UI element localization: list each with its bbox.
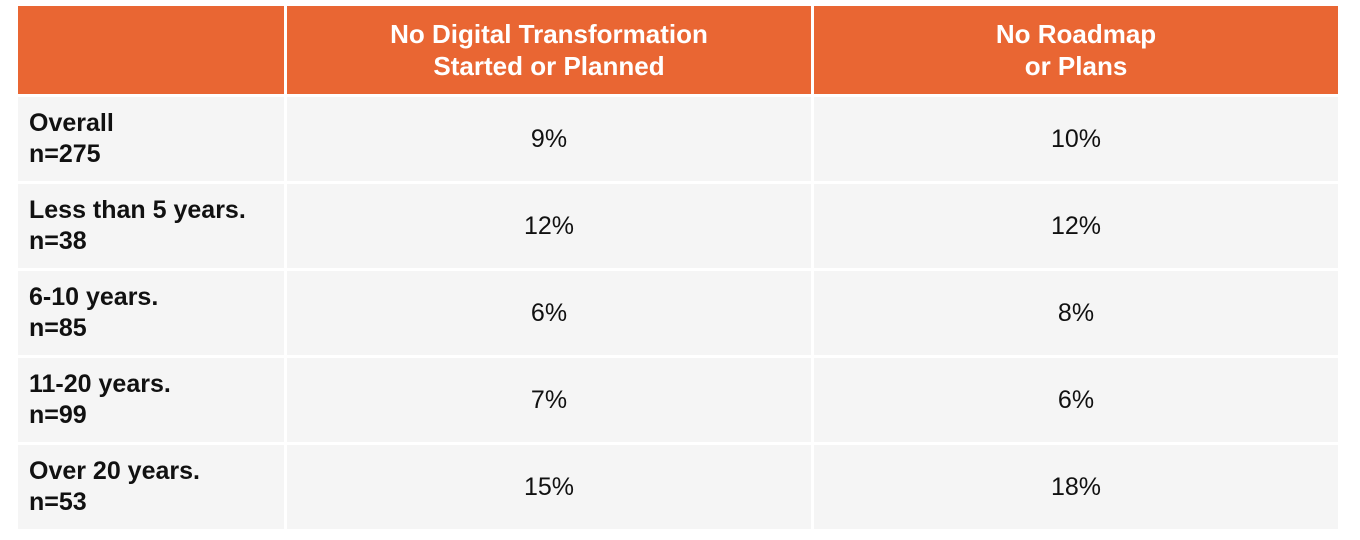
value-cell-no-digital-transformation: 9% bbox=[287, 97, 811, 181]
header-col1-line1: No Digital Transformation bbox=[390, 19, 708, 49]
value-cell-no-roadmap: 18% bbox=[814, 445, 1338, 529]
value-cell-no-roadmap: 6% bbox=[814, 358, 1338, 442]
row-label: Over 20 years. bbox=[29, 457, 200, 485]
row-label: Less than 5 years. bbox=[29, 196, 246, 224]
row-sample-size: n=38 bbox=[29, 227, 87, 255]
value-cell-no-digital-transformation: 15% bbox=[287, 445, 811, 529]
row-sample-size: n=275 bbox=[29, 140, 101, 168]
row-label: 6-10 years. bbox=[29, 283, 159, 311]
value-cell-no-roadmap: 12% bbox=[814, 184, 1338, 268]
row-sample-size: n=53 bbox=[29, 488, 87, 516]
value-cell-no-digital-transformation: 7% bbox=[287, 358, 811, 442]
header-col2-line2: or Plans bbox=[1024, 51, 1128, 81]
row-label: 11-20 years. bbox=[29, 370, 171, 398]
value-cell-no-digital-transformation: 6% bbox=[287, 271, 811, 355]
row-sample-size: n=99 bbox=[29, 401, 87, 429]
data-table: No Digital Transformation Started or Pla… bbox=[18, 6, 1338, 529]
row-sample-size: n=85 bbox=[29, 314, 87, 342]
row-label-cell: Over 20 years. n=53 bbox=[18, 445, 284, 529]
row-label: Overall bbox=[29, 109, 114, 137]
header-col1-line2: Started or Planned bbox=[433, 51, 665, 81]
value-cell-no-roadmap: 8% bbox=[814, 271, 1338, 355]
header-corner-cell bbox=[18, 6, 284, 94]
row-label-cell: Less than 5 years. n=38 bbox=[18, 184, 284, 268]
row-label-cell: Overall n=275 bbox=[18, 97, 284, 181]
header-no-digital-transformation: No Digital Transformation Started or Pla… bbox=[287, 6, 811, 94]
header-col2-line1: No Roadmap bbox=[995, 19, 1157, 49]
value-cell-no-digital-transformation: 12% bbox=[287, 184, 811, 268]
row-label-cell: 11-20 years. n=99 bbox=[18, 358, 284, 442]
row-label-cell: 6-10 years. n=85 bbox=[18, 271, 284, 355]
value-cell-no-roadmap: 10% bbox=[814, 97, 1338, 181]
header-no-roadmap: No Roadmap or Plans bbox=[814, 6, 1338, 94]
